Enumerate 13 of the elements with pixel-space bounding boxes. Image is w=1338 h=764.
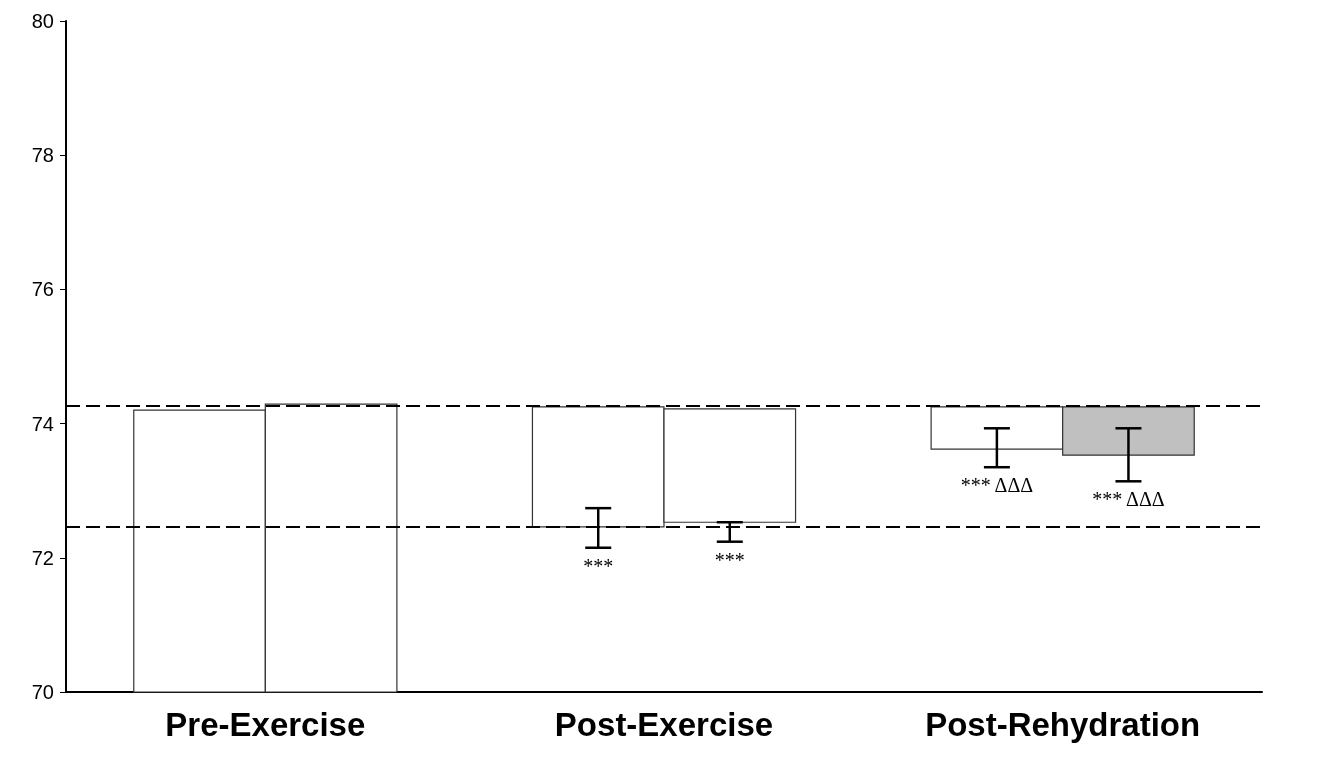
data-label: *** (714, 548, 745, 571)
x-tick-label: Pre-Exercise (165, 706, 366, 743)
y-tick-label: 78 (31, 144, 54, 167)
x-tick-label: Post-Exercise (554, 706, 774, 743)
y-tick-label: 74 (31, 412, 54, 435)
y-tick-label: 80 (31, 10, 54, 32)
x-tick-label: Post-Rehydration (925, 706, 1201, 743)
data-label: *** ΔΔΔ (1092, 488, 1165, 511)
y-tick-label: 72 (31, 546, 54, 569)
y-tick-label: 76 (31, 278, 54, 301)
y-tick-label: 70 (31, 681, 54, 703)
data-label: *** ΔΔΔ (960, 474, 1034, 497)
data-label: *** (583, 554, 614, 577)
